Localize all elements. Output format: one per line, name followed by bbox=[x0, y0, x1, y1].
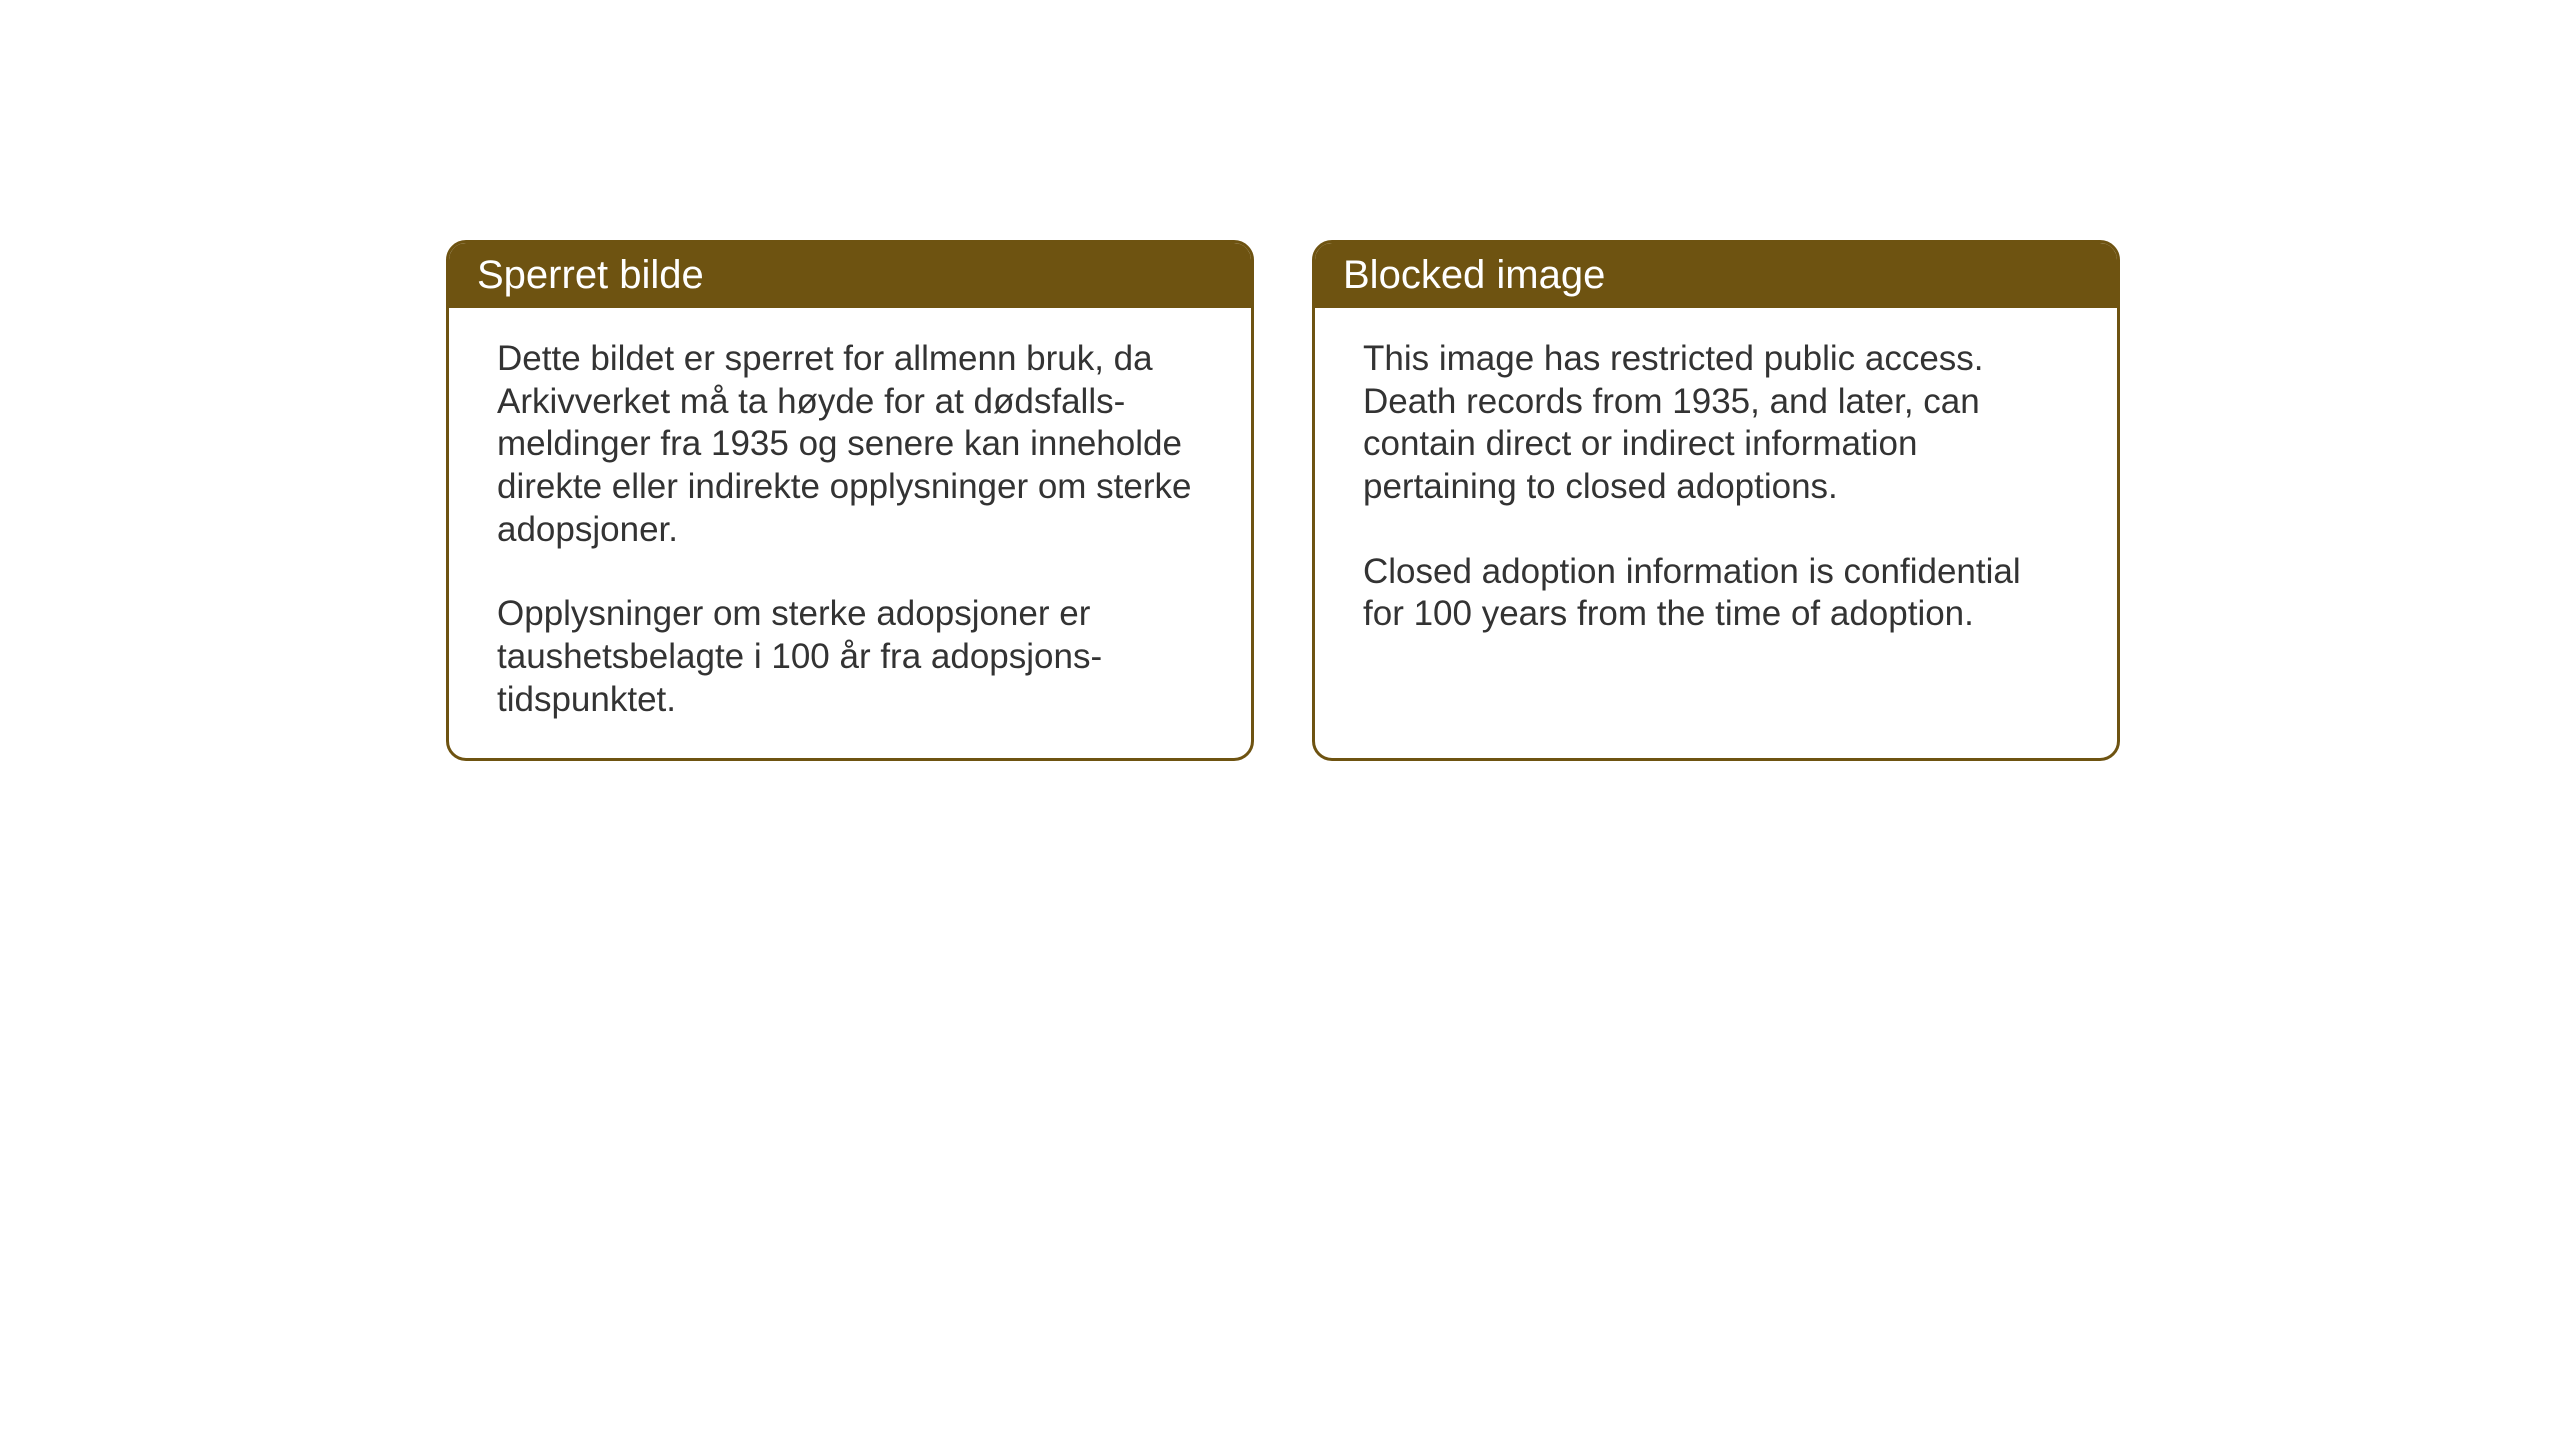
notice-container: Sperret bilde Dette bildet er sperret fo… bbox=[446, 240, 2120, 761]
norwegian-notice-body: Dette bildet er sperret for allmenn bruk… bbox=[449, 308, 1251, 758]
norwegian-notice-box: Sperret bilde Dette bildet er sperret fo… bbox=[446, 240, 1254, 761]
norwegian-paragraph-2: Opplysninger om sterke adopsjoner er tau… bbox=[497, 593, 1203, 721]
english-notice-box: Blocked image This image has restricted … bbox=[1312, 240, 2120, 761]
english-notice-title: Blocked image bbox=[1315, 243, 2117, 308]
english-paragraph-2: Closed adoption information is confident… bbox=[1363, 551, 2069, 636]
norwegian-paragraph-1: Dette bildet er sperret for allmenn bruk… bbox=[497, 338, 1203, 551]
english-paragraph-1: This image has restricted public access.… bbox=[1363, 338, 2069, 509]
norwegian-notice-title: Sperret bilde bbox=[449, 243, 1251, 308]
english-notice-body: This image has restricted public access.… bbox=[1315, 308, 2117, 672]
